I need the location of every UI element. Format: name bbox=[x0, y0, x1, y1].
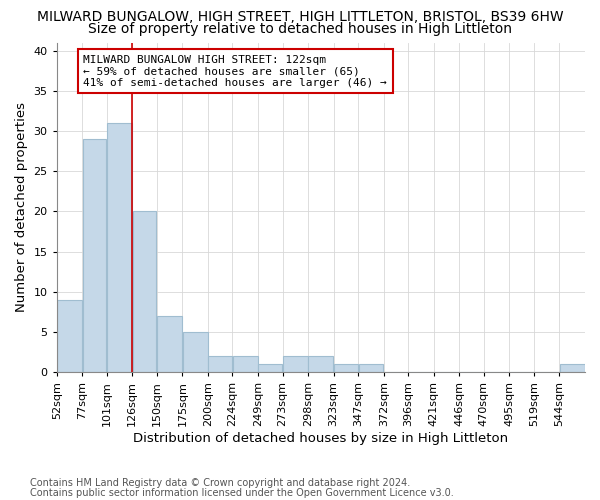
Text: MILWARD BUNGALOW HIGH STREET: 122sqm
← 59% of detached houses are smaller (65)
4: MILWARD BUNGALOW HIGH STREET: 122sqm ← 5… bbox=[83, 54, 387, 88]
Bar bbox=[133, 212, 157, 372]
Bar bbox=[560, 364, 584, 372]
Bar bbox=[259, 364, 282, 372]
Text: Size of property relative to detached houses in High Littleton: Size of property relative to detached ho… bbox=[88, 22, 512, 36]
Bar bbox=[283, 356, 308, 372]
Text: Contains HM Land Registry data © Crown copyright and database right 2024.: Contains HM Land Registry data © Crown c… bbox=[30, 478, 410, 488]
Bar bbox=[157, 316, 182, 372]
Bar bbox=[208, 356, 232, 372]
Bar bbox=[107, 123, 132, 372]
Text: Contains public sector information licensed under the Open Government Licence v3: Contains public sector information licen… bbox=[30, 488, 454, 498]
X-axis label: Distribution of detached houses by size in High Littleton: Distribution of detached houses by size … bbox=[133, 432, 508, 445]
Bar bbox=[308, 356, 333, 372]
Bar bbox=[183, 332, 208, 372]
Bar bbox=[233, 356, 257, 372]
Bar bbox=[334, 364, 358, 372]
Y-axis label: Number of detached properties: Number of detached properties bbox=[15, 102, 28, 312]
Bar bbox=[83, 139, 106, 372]
Bar bbox=[57, 300, 82, 372]
Text: MILWARD BUNGALOW, HIGH STREET, HIGH LITTLETON, BRISTOL, BS39 6HW: MILWARD BUNGALOW, HIGH STREET, HIGH LITT… bbox=[37, 10, 563, 24]
Bar bbox=[359, 364, 383, 372]
